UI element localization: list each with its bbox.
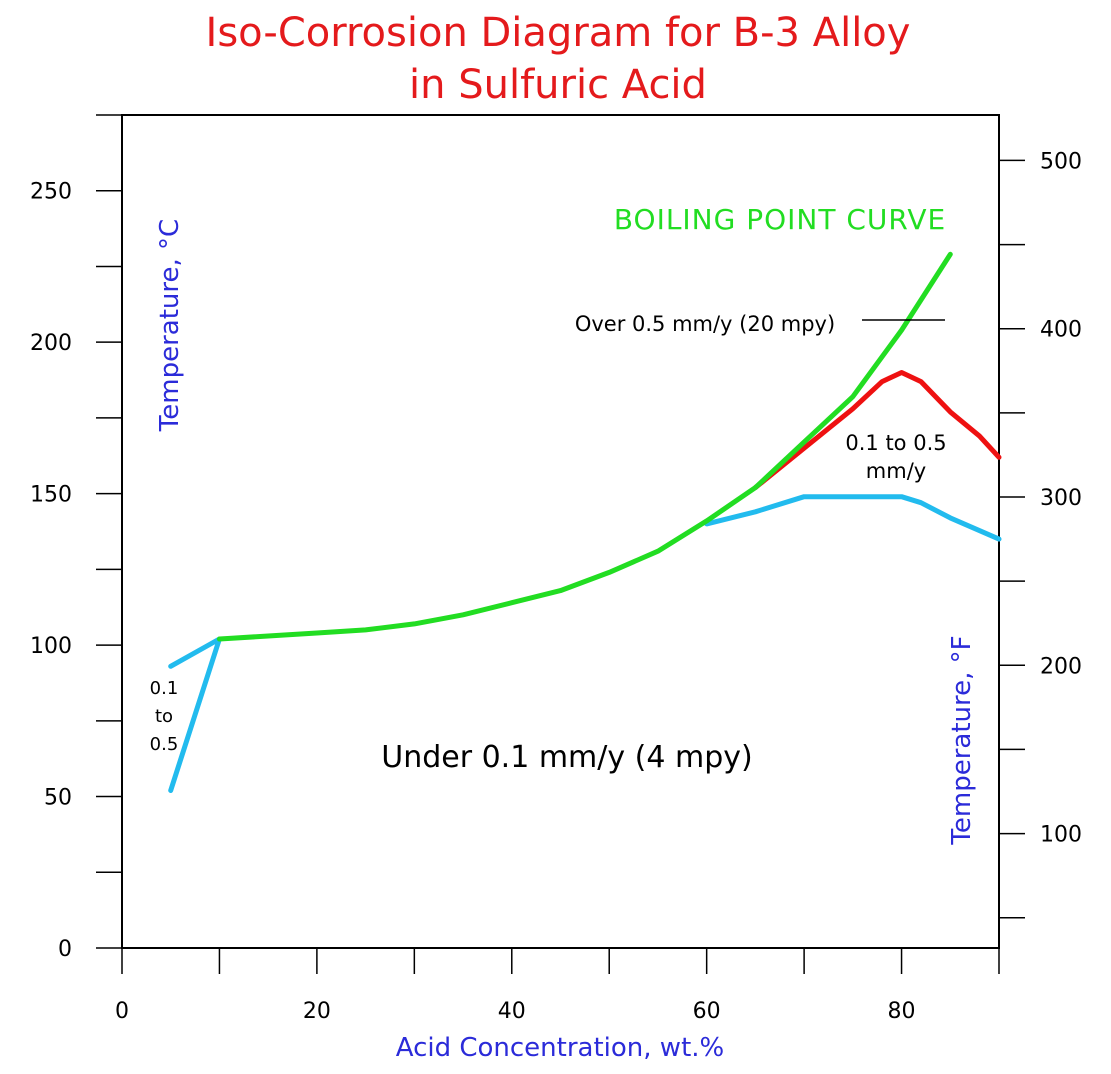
x-axis-ticks: 0 20 40 60 80 <box>115 948 1000 1024</box>
y-right-tick-label: 500 <box>1040 149 1082 174</box>
series-line-2 <box>168 636 222 793</box>
y-right-axis-ticks: 100 200 300 400 500 <box>999 149 1082 919</box>
mm-y-label: mm/y <box>866 459 926 483</box>
x-tick-label: 60 <box>693 999 721 1024</box>
chart-title: Iso-Corrosion Diagram for B-3 Alloy <box>206 10 911 56</box>
over-0.5-mm-label: Over 0.5 mm/y (20 mpy) <box>575 312 835 336</box>
y-right-tick-label: 200 <box>1040 654 1082 679</box>
under-0.1-mm-label: Under 0.1 mm/y (4 mpy) <box>381 740 752 775</box>
0.1-to-0.5-label: 0.1 to 0.5 <box>845 431 946 455</box>
y-tick-label: 0 <box>58 937 72 962</box>
left-to-label: to <box>155 706 173 727</box>
y-tick-label: 200 <box>30 331 72 356</box>
y-right-tick-label: 100 <box>1040 823 1082 848</box>
y-axis-label-fahrenheit: Temperature, °F <box>947 635 977 845</box>
x-axis-label: Acid Concentration, wt.% <box>396 1033 725 1063</box>
series-line-3 <box>704 494 1002 542</box>
x-tick-label: 20 <box>303 999 331 1024</box>
series-line-0 <box>752 370 1002 491</box>
series-lines <box>168 251 1002 793</box>
x-tick-label: 80 <box>888 999 916 1024</box>
y-tick-label: 150 <box>30 483 72 508</box>
y-axis-ticks: 0 50 100 150 200 250 <box>30 114 122 962</box>
y-right-tick-label: 300 <box>1040 486 1082 511</box>
chart-subtitle: in Sulfuric Acid <box>409 62 707 108</box>
plot-area: 0 20 40 60 80 0 50 100 150 200 250 100 200 300 400 50… <box>30 114 1082 1024</box>
y-tick-label: 250 <box>30 180 72 205</box>
series-line-1 <box>216 251 953 642</box>
boiling-point-curve-label: BOILING POINT CURVE <box>614 203 946 236</box>
plot-frame <box>121 114 1000 949</box>
x-tick-label: 0 <box>115 999 129 1024</box>
y-axis-label-celsius: Temperature, °C <box>155 219 185 432</box>
x-tick-label: 40 <box>498 999 526 1024</box>
y-tick-label: 100 <box>30 634 72 659</box>
left-0.5-label: 0.5 <box>150 734 179 755</box>
y-right-tick-label: 400 <box>1040 318 1082 343</box>
left-0.1-label: 0.1 <box>150 678 179 699</box>
y-tick-label: 50 <box>44 786 72 811</box>
